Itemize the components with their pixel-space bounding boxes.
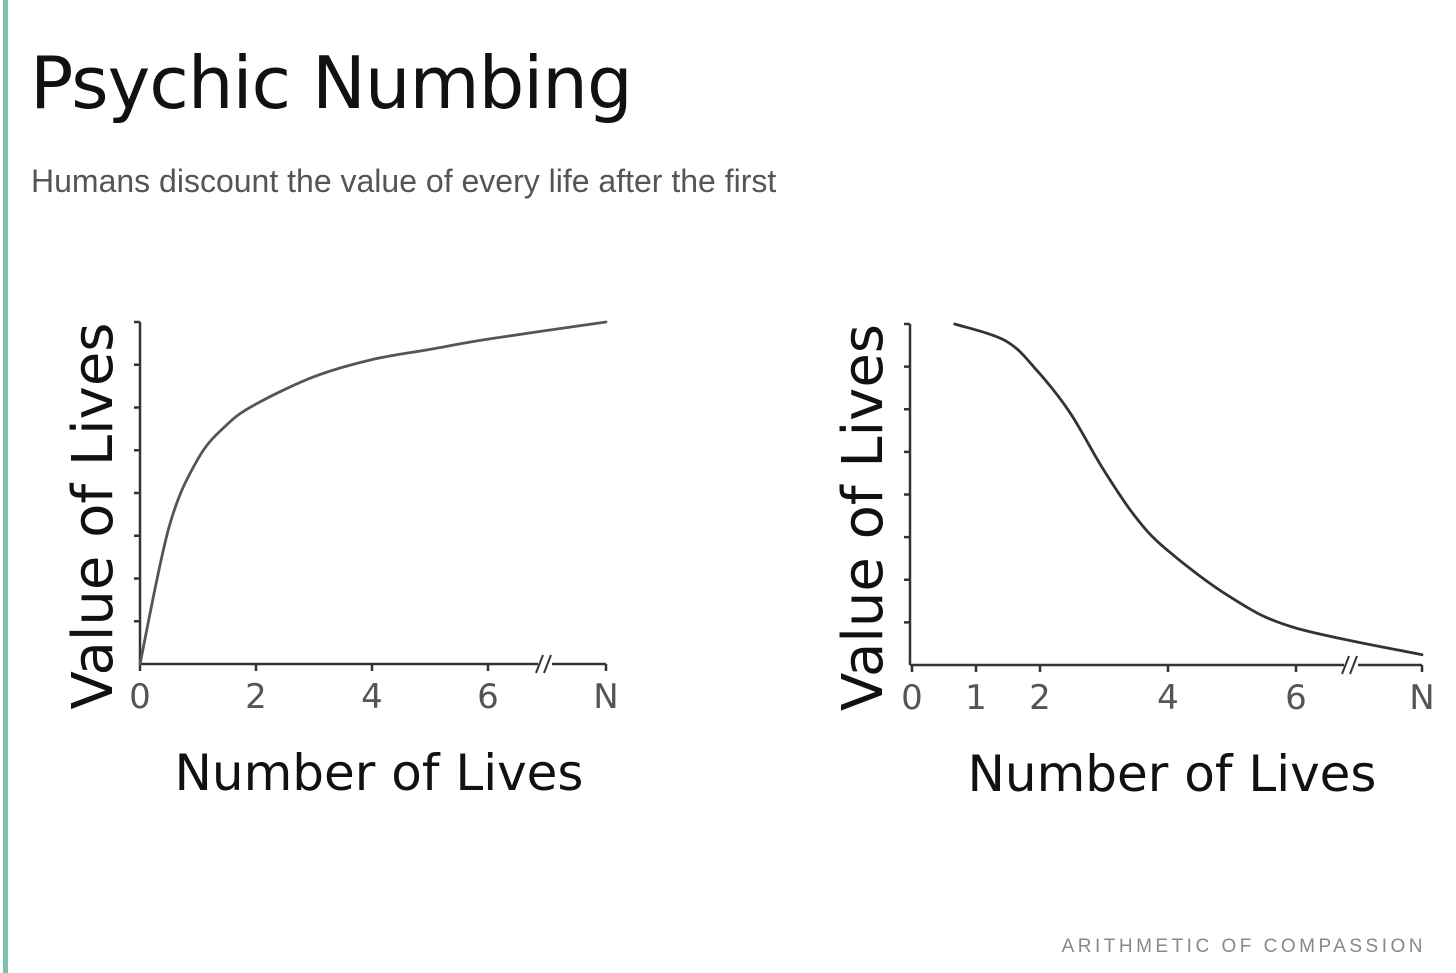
x-tick-label: 0 (129, 677, 151, 717)
series-line (138, 320, 608, 666)
x-tick-label: N (1409, 678, 1434, 718)
page-title: Psychic Numbing (30, 41, 633, 125)
axis-break-mark (535, 654, 544, 674)
x-tick-label: 4 (361, 677, 383, 717)
x-tick-label: 2 (1029, 678, 1051, 718)
x-axis-label: Number of Lives (968, 745, 1377, 803)
page-subtitle: Humans discount the value of every life … (31, 163, 777, 199)
x-tick-label: 4 (1157, 678, 1179, 718)
x-axis-label: Number of Lives (175, 744, 584, 802)
x-tick-label: 6 (477, 677, 499, 717)
x-tick-label: N (593, 677, 618, 717)
axis-break-mark (543, 654, 552, 674)
footer-brand: ARITHMETIC OF COMPASSION (1061, 936, 1426, 957)
chart-sigmoid-svg: 0 1 2 4 6 N Number of Lives Value of Lives (831, 322, 1435, 803)
chart-sigmoid: 0 1 2 4 6 N Number of Lives Value of Lives (820, 300, 1450, 820)
x-tick-label: 0 (901, 678, 923, 718)
accent-bar (3, 0, 8, 973)
axis-break-mark (1349, 655, 1358, 675)
y-axis-label: Value of Lives (831, 324, 896, 711)
chart-concave: 0 2 4 6 N Number of Lives Value of Lives (50, 300, 640, 820)
x-tick-label: 2 (245, 677, 267, 717)
x-tick-label: 1 (965, 678, 987, 718)
axis-break-mark (1341, 655, 1350, 675)
x-tick-label: 6 (1285, 678, 1307, 718)
y-axis-label: Value of Lives (61, 323, 126, 710)
series-line (953, 322, 1424, 657)
